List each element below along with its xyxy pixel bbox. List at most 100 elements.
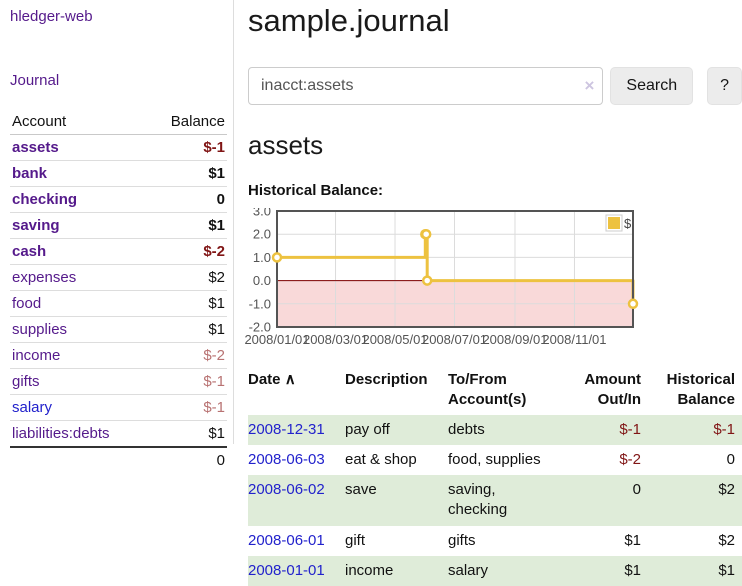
account-balance: $1 [147,316,227,343]
register-row: 2008-06-02 save saving, checking 0 $2 [248,475,742,526]
search-input[interactable] [248,67,604,105]
sidebar-account-bank[interactable]: bank [12,165,48,182]
register-accounts: saving, checking [448,481,508,519]
register-date-link[interactable]: 2008-12-31 [248,420,325,438]
register-header-row: Date ∧ Description To/From Account(s) Am… [248,366,742,415]
register-header-amount: Amount Out/In [584,371,641,409]
account-balance: $1 [147,160,227,187]
register-balance: 0 [726,450,735,468]
accounts-total: 0 [147,446,227,473]
sidebar-account-saving[interactable]: saving [12,217,60,234]
svg-text:2008/09/01: 2008/09/01 [482,332,547,347]
register-row: 2008-12-31 pay off debts $-1 $-1 [248,414,742,445]
account-balance: $-2 [147,238,227,265]
account-row: salary $-1 [10,394,227,421]
sidebar-account-assets[interactable]: assets [12,139,59,156]
account-balance: $1 [147,290,227,317]
account-row: liabilities:debts $1 [10,420,227,448]
register-description: save [345,481,377,498]
register-row: 2008-06-01 gift gifts $1 $2 [248,526,742,556]
account-row: expenses $2 [10,264,227,291]
account-row: food $1 [10,290,227,317]
sidebar-account-supplies[interactable]: supplies [12,321,68,338]
page-title: sample.journal [248,3,450,38]
sidebar-account-checking[interactable]: checking [12,191,78,208]
account-balance: $-1 [147,394,227,421]
account-row: saving $1 [10,212,227,239]
sidebar-account-income[interactable]: income [12,347,61,364]
register-accounts: debts [448,420,485,438]
accounts-header-account: Account [10,109,148,135]
account-row: income $-2 [10,342,227,369]
svg-text:2.0: 2.0 [253,227,271,242]
account-row: cash $-2 [10,238,227,265]
register-header-accounts: To/From Account(s) [448,371,527,409]
register-amount: $1 [624,561,641,579]
historical-balance-chart: 3.0 2.0 1.0 0.0 -1.0 -2.0 2008/01/01 2008/03/01… [244,204,742,352]
svg-text:2008/01/01: 2008/01/01 [244,332,309,347]
sidebar-account-liabilities-debts[interactable]: liabilities:debts [12,425,110,442]
register-accounts: salary [448,561,489,579]
register-table: Date ∧ Description To/From Account(s) Am… [248,366,742,586]
register-balance: $-1 [713,420,735,438]
sidebar-account-gifts[interactable]: gifts [12,373,40,390]
account-heading: assets [248,130,324,160]
register-amount: $-1 [619,420,641,438]
register-amount: $-2 [619,450,641,468]
accounts-header-balance: Balance [147,109,227,135]
register-row: 2008-06-03 eat & shop food, supplies $-2… [248,445,742,475]
register-balance: $2 [718,531,735,549]
register-amount: $1 [624,531,641,549]
svg-text:0.0: 0.0 [253,273,271,288]
account-balance: $1 [147,420,227,448]
sidebar: hledger-web Journal Account Balance asse… [0,0,234,473]
svg-text:-2.0: -2.0 [249,320,271,335]
account-balance: 0 [147,186,227,213]
register-row: 2008-01-01 income salary $1 $1 [248,555,742,586]
chart-title: Historical Balance: [248,182,384,199]
register-balance: $2 [718,481,735,498]
register-description: income [345,561,394,579]
account-row: assets $-1 [10,134,227,161]
sidebar-account-expenses[interactable]: expenses [12,269,77,286]
account-row: bank $1 [10,160,227,187]
account-row: gifts $-1 [10,368,227,395]
register-balance: $1 [718,561,735,579]
account-balance: $1 [147,212,227,239]
svg-text:$: $ [624,216,632,231]
register-accounts: gifts [448,531,476,549]
register-description: pay off [345,420,390,438]
sidebar-account-salary[interactable]: salary [12,399,53,416]
register-header-description: Description [345,371,428,388]
sidebar-account-food[interactable]: food [12,295,42,312]
sidebar-account-cash[interactable]: cash [12,243,47,260]
account-row: checking 0 [10,186,227,213]
register-description: eat & shop [345,450,417,468]
svg-text:2008/07/01: 2008/07/01 [422,332,487,347]
account-balance: $2 [147,264,227,291]
help-button[interactable]: ? [707,67,742,105]
account-row: supplies $1 [10,316,227,343]
account-balance: $-1 [147,134,227,161]
brand-link[interactable]: hledger-web [10,8,93,25]
register-header-balance: Historical Balance [666,371,735,409]
svg-text:2008/05/01: 2008/05/01 [362,332,427,347]
search-form: × Search ? [248,67,742,105]
register-date-link[interactable]: 2008-06-03 [248,450,325,468]
accounts-total-row: 0 [10,446,227,473]
register-date-link[interactable]: 2008-06-01 [248,531,325,549]
accounts-table: Account Balance assets $-1 bank $1 check… [10,109,227,473]
register-date-link[interactable]: 2008-06-02 [248,481,325,498]
account-balance: $-2 [147,342,227,369]
register-amount: 0 [632,481,641,498]
search-button[interactable]: Search [610,67,694,105]
register-header-date[interactable]: Date ∧ [248,371,296,388]
sidebar-item-journal[interactable]: Journal [10,72,60,89]
svg-text:3.0: 3.0 [253,208,271,219]
register-description: gift [345,531,366,549]
svg-text:2008/11/01: 2008/11/01 [542,332,606,347]
register-date-link[interactable]: 2008-01-01 [248,561,325,579]
clear-search-icon[interactable]: × [584,76,595,95]
register-accounts: food, supplies [448,450,541,468]
accounts-header-row: Account Balance [10,109,227,135]
